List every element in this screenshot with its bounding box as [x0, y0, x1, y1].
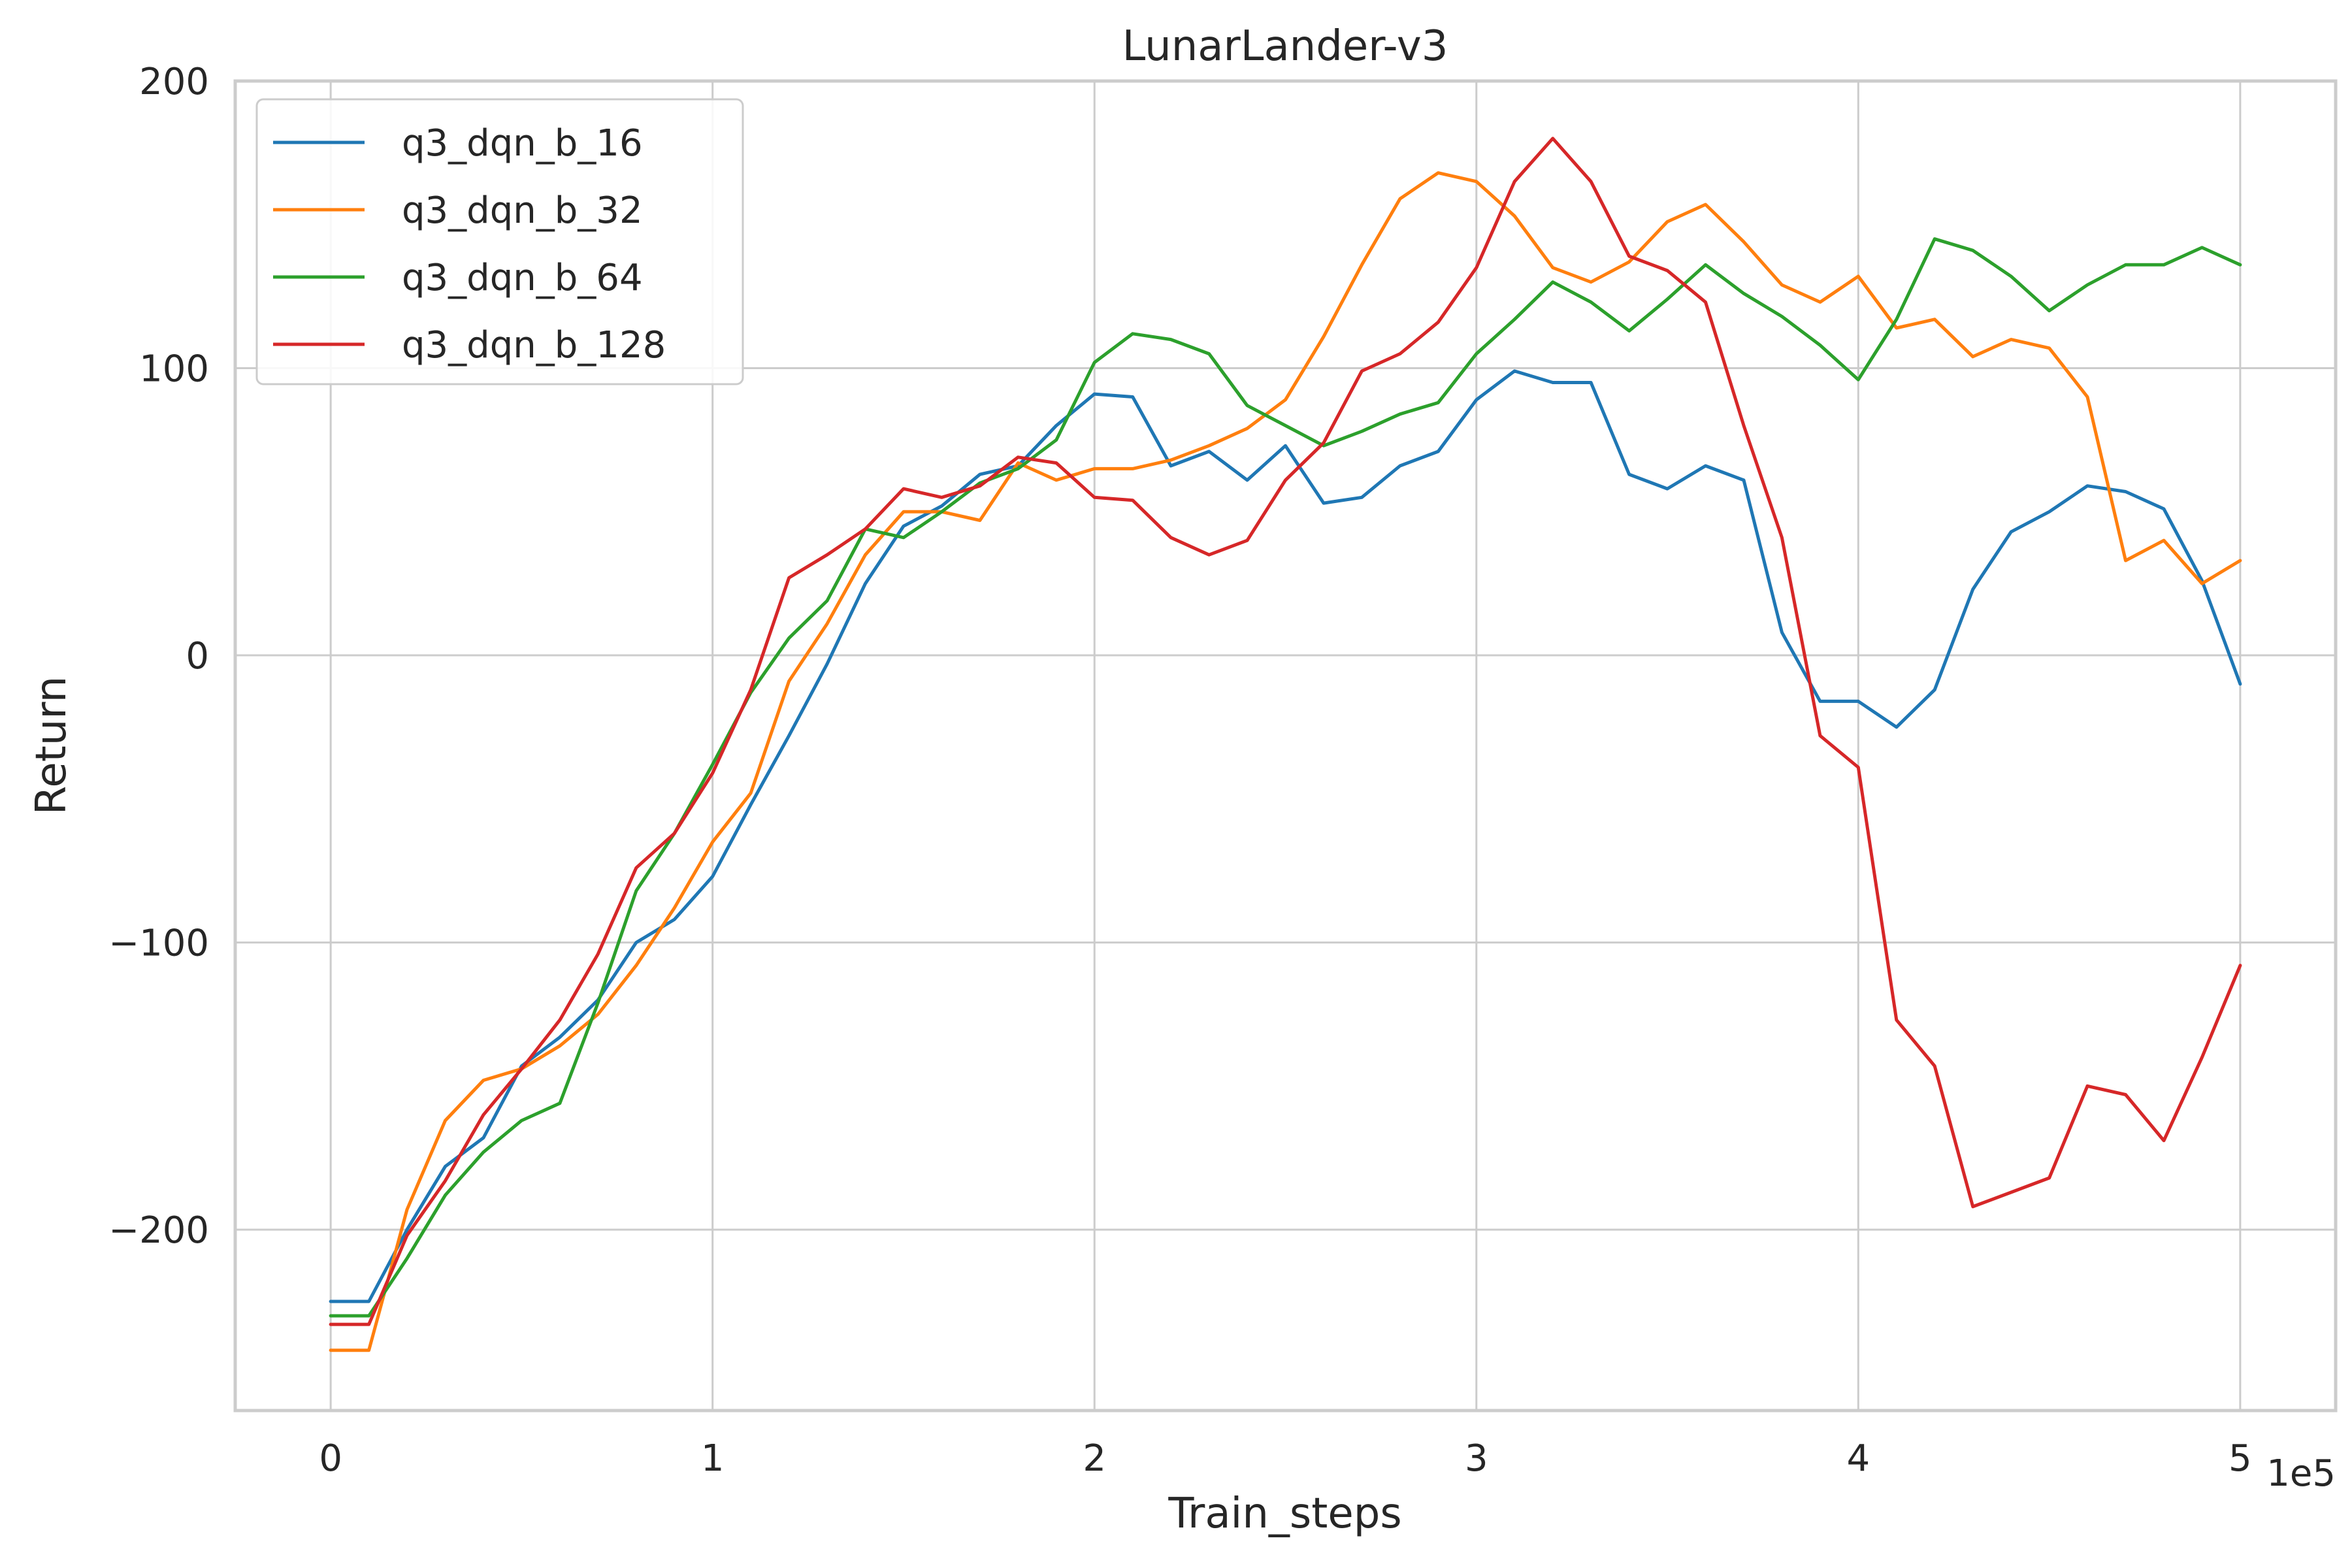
y-tick-label: 100 — [139, 348, 209, 391]
x-tick-labels: 0 1 2 3 4 5 — [319, 1437, 2251, 1480]
y-tick-label: −200 — [108, 1209, 209, 1252]
y-tick-label: 200 — [139, 61, 209, 103]
series-line-q3_dqn_b_64 — [329, 237, 2242, 1318]
series-line-q3_dqn_b_32 — [329, 171, 2242, 1352]
plot-frame — [233, 79, 2338, 1413]
x-axis-title: Train_steps — [1168, 1490, 1401, 1538]
x-tick-label: 2 — [1083, 1437, 1106, 1480]
series-line-q3_dqn_b_16 — [329, 369, 2242, 1303]
legend-label-q3_dqn_b_32: q3_dqn_b_32 — [402, 189, 643, 232]
legend-entries: q3_dqn_b_16 q3_dqn_b_32 q3_dqn_b_64 q3_dqn_… — [273, 122, 666, 367]
series-lines — [329, 137, 2242, 1352]
legend: q3_dqn_b_16 q3_dqn_b_32 q3_dqn_b_64 q3_dqn_… — [255, 98, 744, 385]
x-tick-label: 5 — [2229, 1437, 2252, 1480]
legend-label-q3_dqn_b_16: q3_dqn_b_16 — [402, 122, 643, 165]
x-offset-text: 1e5 — [2266, 1452, 2336, 1495]
x-tick-label: 4 — [1846, 1437, 1870, 1480]
series-line-q3_dqn_b_128 — [329, 137, 2242, 1326]
y-tick-label: −100 — [108, 923, 209, 965]
x-tick-label: 0 — [319, 1437, 342, 1480]
chart-title: LunarLander-v3 — [1122, 22, 1448, 71]
x-tick-label: 1 — [701, 1437, 725, 1480]
y-axis-title: Return — [27, 676, 76, 815]
legend-label-q3_dqn_b_64: q3_dqn_b_64 — [402, 257, 643, 299]
legend-box — [255, 98, 744, 385]
y-tick-label: 0 — [186, 635, 209, 678]
y-tick-labels: −200 −100 0 100 200 — [108, 61, 209, 1252]
legend-label-q3_dqn_b_128: q3_dqn_b_128 — [402, 324, 666, 367]
x-tick-label: 3 — [1465, 1437, 1488, 1480]
